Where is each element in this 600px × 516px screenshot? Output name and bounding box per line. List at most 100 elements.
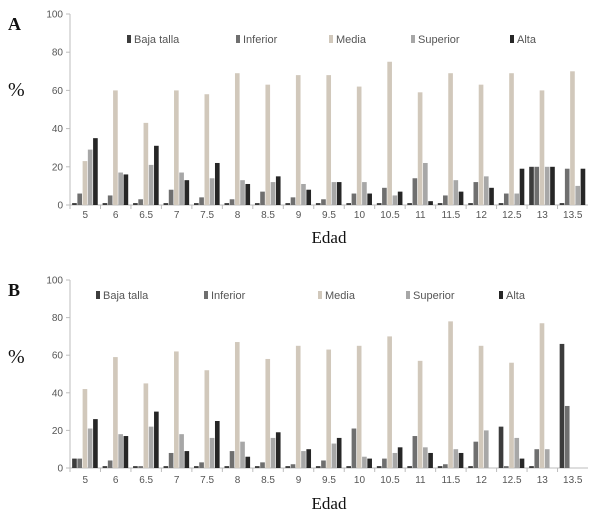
chart-1-bar	[224, 203, 230, 205]
chart-1-legend-label: Media	[336, 34, 367, 46]
chart-2-legend-swatch	[204, 291, 208, 299]
chart-1-bar	[428, 201, 433, 205]
chart-2-bar	[509, 362, 514, 468]
chart-2-bar	[179, 434, 184, 468]
chart-2-bar	[356, 345, 362, 468]
chart-2-x-tick-label: 9	[296, 475, 302, 486]
chart-2-bar	[240, 441, 245, 468]
chart-2-bar	[529, 466, 534, 468]
chart-2-bar	[148, 426, 154, 468]
chart-1-bar	[509, 73, 514, 206]
chart-2-bar	[214, 421, 220, 468]
chart-2-bar	[260, 462, 265, 468]
chart-1-legend-label: Inferior	[243, 34, 278, 46]
chart-1-bar	[174, 90, 179, 205]
chart-1-legend-swatch	[329, 35, 333, 43]
chart-1-bar	[270, 182, 276, 205]
chart-1-bar	[489, 187, 494, 205]
chart-1-bar	[570, 71, 575, 205]
chart-2-bar	[382, 458, 387, 468]
chart-1-x-tick-label: 11.5	[442, 210, 461, 221]
chart-1-bar	[529, 166, 534, 205]
chart-2-x-tick-label: 12.5	[502, 475, 522, 486]
chart-1-x-tick-label: 10	[354, 210, 366, 221]
chart-2-legend-label: Inferior	[211, 290, 246, 302]
chart-1-bar	[87, 149, 93, 205]
chart-1-bar	[417, 92, 423, 205]
chart-2-x-tick-label: 10.5	[380, 475, 400, 486]
chart-1-bar	[478, 84, 484, 205]
chart-1-y-tick-label: 60	[52, 86, 64, 97]
chart-2-x-tick-label: 8.5	[261, 475, 275, 486]
chart-2-bar	[184, 451, 190, 468]
chart-2-bar	[498, 426, 504, 468]
chart-1-bar	[376, 203, 382, 205]
chart-2-bar	[564, 405, 570, 468]
chart-2-legend-swatch	[406, 291, 410, 299]
chart-2-bar	[245, 456, 251, 468]
chart-2-x-tick-label: 11.5	[442, 475, 461, 486]
chart-1-bar	[443, 195, 448, 205]
chart-2-bar	[138, 466, 143, 468]
chart-1-x-tick-label: 12	[476, 210, 488, 221]
chart-2-bar	[387, 336, 392, 468]
chart-2-x-tick-label: 13.5	[563, 475, 583, 486]
chart-1-bar	[534, 166, 540, 205]
chart-1-bar	[346, 203, 352, 205]
chart-1-bar	[138, 199, 143, 205]
chart-1-bar	[468, 203, 473, 205]
chart-2-bar	[483, 430, 489, 468]
chart-2-bar	[199, 462, 204, 468]
chart-2-bar	[229, 451, 235, 468]
chart-1-bar	[473, 182, 479, 205]
chart-2-legend-label: Baja talla	[103, 290, 149, 302]
chart-2-bar	[275, 432, 281, 468]
chart-1-bar	[194, 203, 199, 205]
chart-2-bar	[265, 358, 271, 468]
chart-1-bar	[397, 191, 403, 205]
chart-2-bar	[367, 458, 372, 468]
chart-2-legend-swatch	[96, 291, 100, 299]
chart-1-bar	[209, 178, 215, 205]
chart-2-x-tick-label: 10	[354, 475, 366, 486]
chart-2-xlabel: Edad	[312, 494, 347, 513]
chart-1-bar	[351, 193, 357, 205]
chart-2-x-tick-label: 5	[82, 475, 88, 486]
chart-1-bar	[154, 145, 159, 205]
chart-2-bar	[448, 321, 453, 468]
chart-2-bar	[82, 389, 88, 468]
chart-1-x-tick-label: 9.5	[322, 210, 336, 221]
chart-1-bar	[82, 161, 88, 205]
chart-2-x-tick-label: 7	[174, 475, 180, 486]
chart-2-panel-label: B	[8, 280, 20, 300]
chart-1-y-tick-label: 0	[57, 201, 63, 212]
chart-2-bar	[321, 460, 326, 468]
chart-1-bar	[453, 180, 459, 205]
chart-2-x-tick-label: 6.5	[139, 475, 153, 486]
chart-2-bar	[351, 428, 357, 468]
chart-1-bar	[437, 203, 443, 205]
chart-2-bar	[204, 370, 210, 468]
chart-1-bar	[72, 203, 77, 205]
chart-2-legend-label: Alta	[506, 290, 526, 302]
chart-1-legend-label: Alta	[517, 34, 537, 46]
chart-2-bar	[301, 451, 306, 468]
chart-2-bar	[285, 466, 291, 468]
chart-2-bar	[77, 458, 83, 468]
chart-2-bar	[295, 345, 301, 468]
chart-1-bar	[179, 172, 184, 205]
chart-1-bar	[290, 197, 296, 205]
chart-1-x-tick-label: 7	[174, 210, 180, 221]
chart-2-bar	[168, 452, 174, 468]
chart-1-bar	[392, 195, 398, 205]
chart-2-bar	[336, 437, 342, 468]
chart-1-x-tick-label: 13.5	[563, 210, 583, 221]
chart-2-ylabel: %	[8, 346, 25, 368]
chart-1-bar	[519, 168, 525, 205]
chart-1-bar	[564, 168, 570, 205]
chart-1-bar	[514, 193, 520, 205]
chart-2-bar	[478, 345, 484, 468]
chart-1-bar	[331, 182, 337, 205]
chart-2-bar	[163, 466, 169, 468]
